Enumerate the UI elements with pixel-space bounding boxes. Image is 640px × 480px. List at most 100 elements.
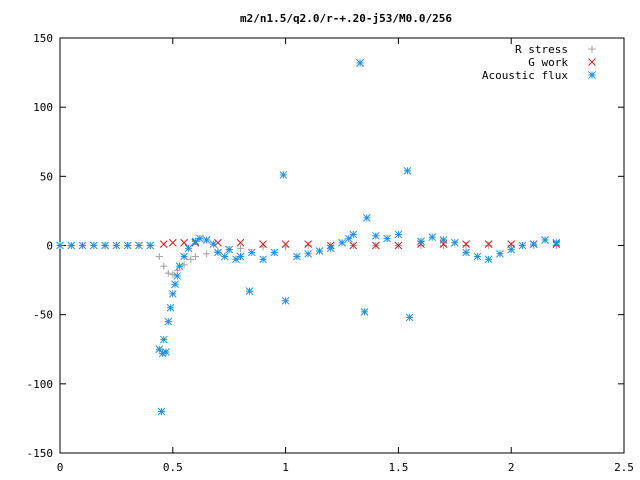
data-point-stroke [214,248,222,257]
y-tick-label: -50 [33,309,53,322]
legend-marker-stroke [588,58,596,66]
data-point-stroke [507,240,516,248]
data-point-stroke [180,252,188,261]
data-point [236,244,244,252]
y-tick-label: -150 [27,447,54,460]
data-point-stroke [146,241,155,250]
x-tick-label: 2 [508,461,515,474]
data-point [270,248,279,257]
data-point-stroke [155,345,164,354]
series-r-stress [56,242,560,279]
data-point [225,245,234,254]
data-point-stroke [405,313,414,322]
data-point [428,233,437,242]
data-point-stroke [507,245,516,254]
x-tick-label: 0 [57,461,64,474]
data-point [281,240,290,248]
data-point [180,261,188,269]
data-point-stroke [473,252,482,261]
data-point-stroke [175,262,184,271]
data-point-stroke [541,236,549,244]
data-point [171,280,179,289]
axes: 0 0.5 1 1.5 2 2.5 -150 -100 -50 0 50 100 150 [27,32,634,474]
data-point-stroke [281,296,290,305]
data-point [304,249,313,258]
data-point-stroke [496,249,504,258]
data-point-stroke [394,241,403,250]
data-point-stroke [315,247,324,255]
legend-marker [588,45,596,53]
data-point [507,240,516,248]
data-point [160,262,168,270]
data-point-stroke [78,241,87,250]
x-tick-label: 2.5 [614,461,634,474]
data-point-stroke [214,238,222,247]
data-point-stroke [349,241,358,250]
data-point [173,272,182,280]
data-point [259,255,267,264]
data-point-stroke [184,244,193,253]
data-point [123,241,132,250]
data-point [496,249,504,258]
series-acoustic-flux [56,59,561,416]
y-tick-label: 150 [33,32,53,45]
data-point-stroke [529,240,538,248]
data-point [184,244,193,253]
data-point [484,255,493,264]
data-point-stroke [162,348,170,356]
data-point [394,230,403,239]
data-point [405,313,414,322]
data-point [507,245,516,254]
data-point [349,230,358,239]
data-point-stroke [417,237,425,246]
data-point [473,252,482,261]
data-point [214,248,222,257]
data-point [89,241,98,250]
data-point-stroke [135,241,143,250]
x-tick-label: 1 [282,461,289,474]
data-point [304,242,312,249]
data-point [439,236,448,244]
data-point [293,252,301,261]
data-point-stroke [279,171,288,179]
y-tick-label: 0 [46,240,53,253]
data-point [541,236,549,244]
data-point-stroke [450,238,459,247]
data-point [484,240,493,248]
data-point [146,241,155,250]
data-point-stroke [360,308,369,316]
data-point-stroke [236,252,245,261]
data-point-stroke [371,241,380,250]
data-point [245,287,254,296]
data-point-stroke [173,272,182,280]
data-point [78,241,87,250]
data-point-stroke [168,290,177,298]
data-point [552,238,561,247]
data-point-stroke [304,240,313,248]
data-point-stroke [157,407,166,416]
data-point-stroke [383,234,391,243]
data-point [462,240,470,248]
y-tick-label: 100 [33,101,53,114]
data-point [462,242,470,249]
data-point [166,303,175,312]
data-point-stroke [225,245,234,254]
data-point [383,234,391,243]
data-point-stroke [326,244,335,253]
data-point [236,252,245,261]
data-point [169,271,177,279]
data-point-stroke [439,236,448,244]
data-point [155,345,164,354]
data-point-stroke [281,240,290,248]
data-point [101,241,109,250]
data-point [356,59,364,67]
data-point-stroke [270,248,279,257]
series-g-work [159,238,561,250]
data-point-stroke [304,249,313,258]
data-point-stroke [168,238,177,247]
data-point-stroke [259,255,267,264]
data-point-stroke [245,287,254,296]
data-point [403,166,412,175]
data-point [360,308,369,316]
data-point-stroke [89,241,98,250]
